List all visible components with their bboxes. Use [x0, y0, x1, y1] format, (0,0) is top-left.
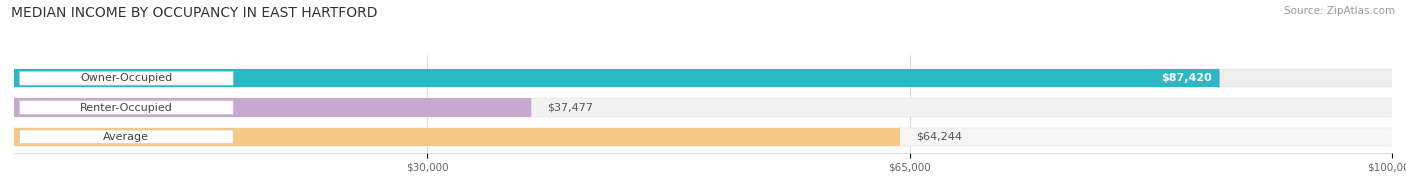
Text: Renter-Occupied: Renter-Occupied: [80, 103, 173, 113]
Bar: [14, 128, 1392, 146]
Text: $37,477: $37,477: [547, 103, 593, 113]
Text: $87,420: $87,420: [1161, 73, 1212, 83]
Text: Average: Average: [104, 132, 149, 142]
Bar: [14, 98, 530, 117]
Text: Owner-Occupied: Owner-Occupied: [80, 73, 173, 83]
Bar: [14, 69, 1392, 87]
Bar: [14, 69, 1219, 87]
FancyBboxPatch shape: [20, 101, 233, 114]
Bar: [14, 128, 900, 146]
Text: Source: ZipAtlas.com: Source: ZipAtlas.com: [1284, 6, 1395, 16]
Text: $64,244: $64,244: [915, 132, 962, 142]
FancyBboxPatch shape: [20, 72, 233, 85]
Text: MEDIAN INCOME BY OCCUPANCY IN EAST HARTFORD: MEDIAN INCOME BY OCCUPANCY IN EAST HARTF…: [11, 6, 378, 20]
FancyBboxPatch shape: [20, 130, 233, 144]
Bar: [14, 98, 1392, 117]
